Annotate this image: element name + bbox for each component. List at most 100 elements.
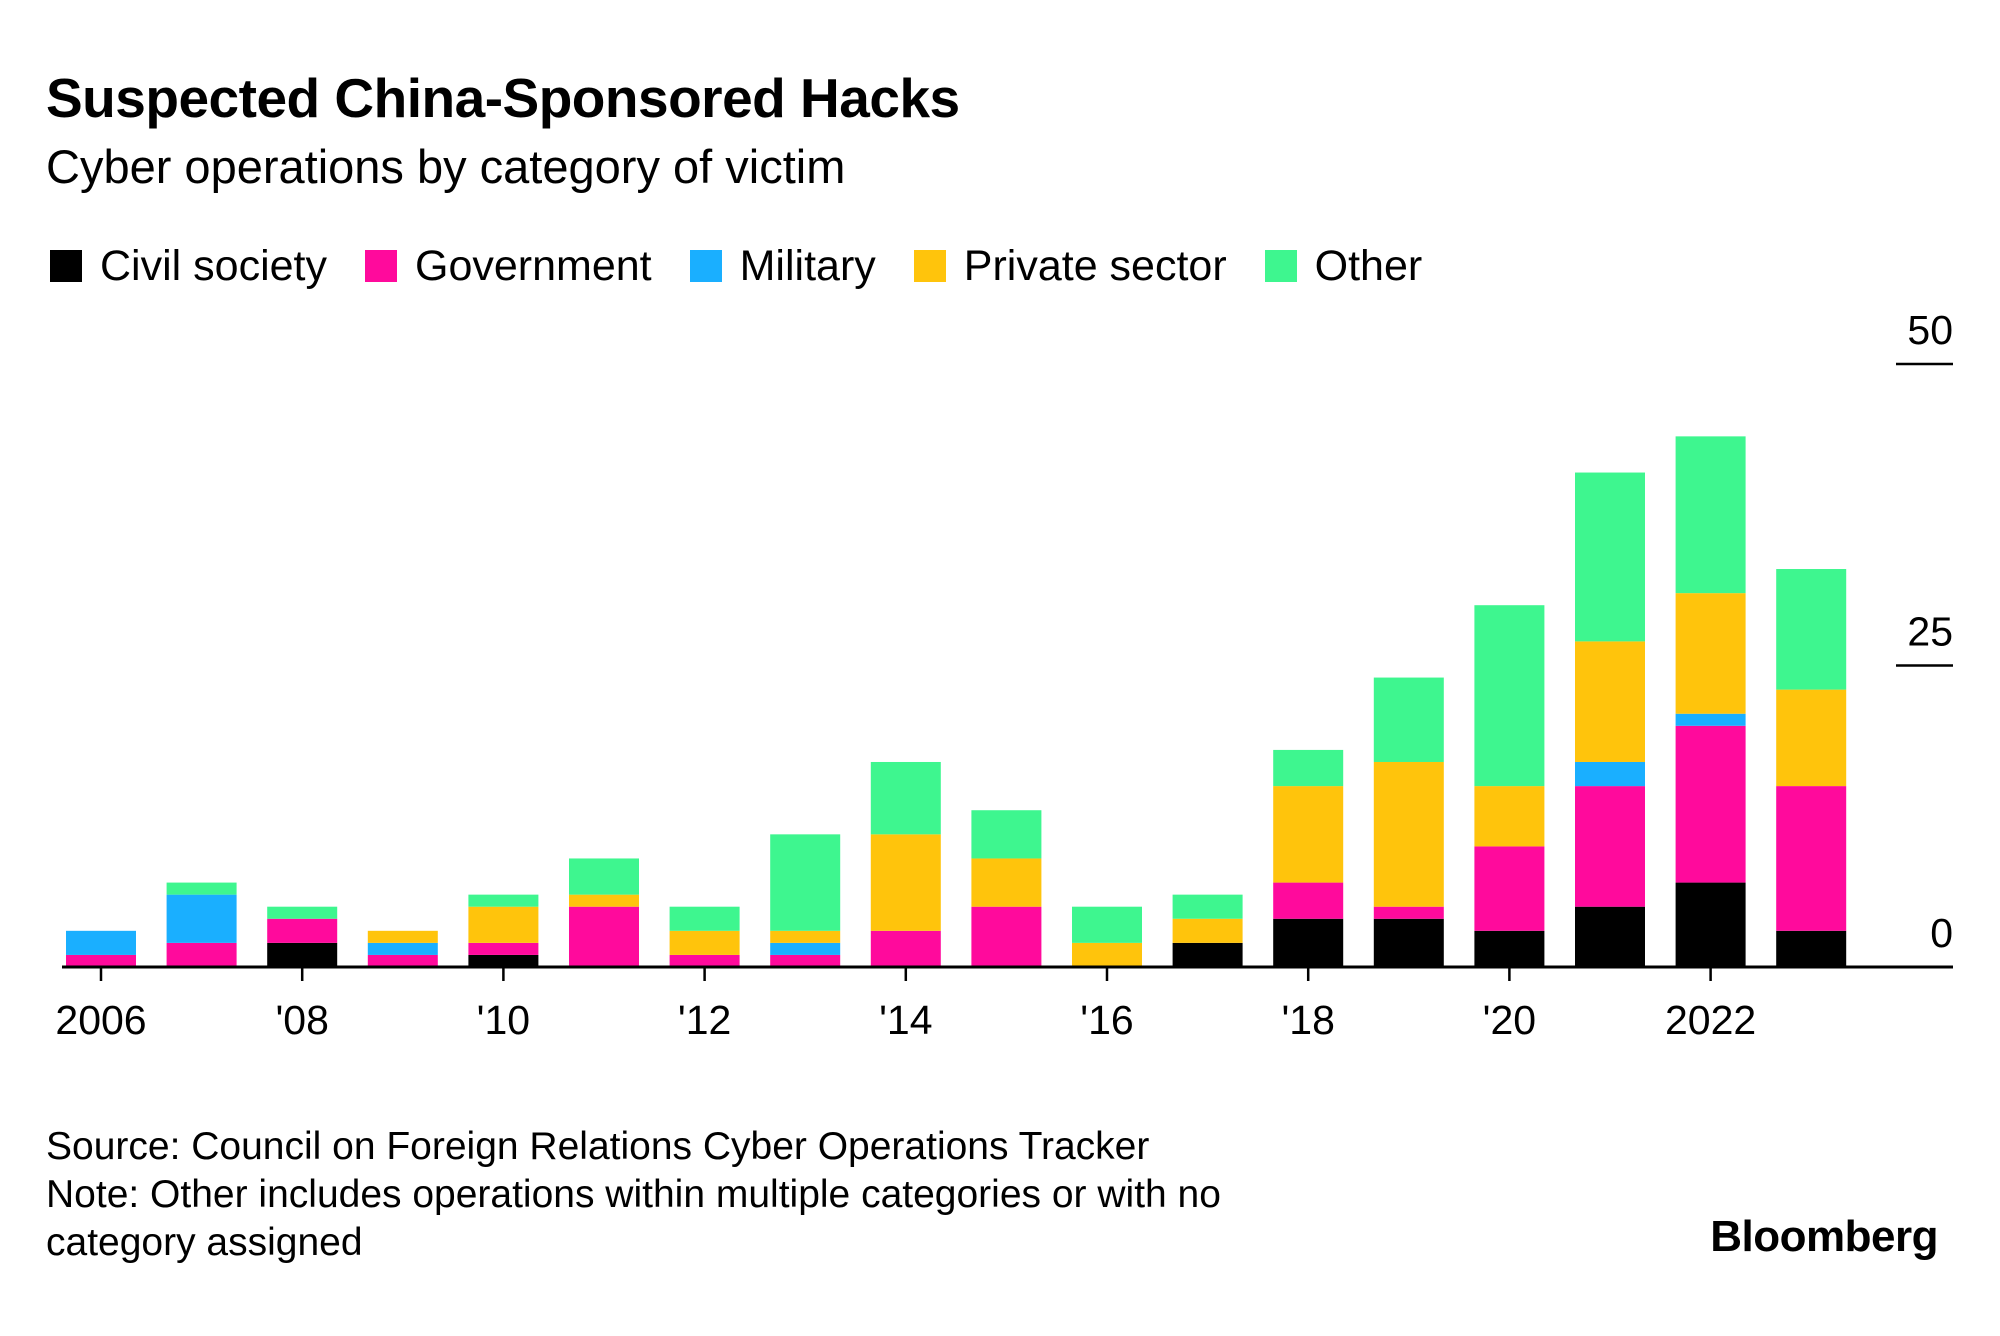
bar-2023-private-sector bbox=[1776, 689, 1847, 787]
x-tick-label-2014: '14 bbox=[879, 997, 932, 1043]
legend-item-military: Military bbox=[689, 241, 876, 291]
legend-swatch-other bbox=[1264, 250, 1297, 282]
bar-2011-other bbox=[569, 858, 639, 895]
legend-label-government: Government bbox=[415, 241, 652, 290]
bar-2014-private-sector bbox=[870, 834, 941, 931]
bar-2006-government bbox=[66, 954, 136, 967]
bar-2007-military bbox=[166, 894, 237, 943]
stacked-bar-chart: 0 25 50 2006 '08 '10 '12 '14 '16 '18 '20 2022 bbox=[55, 307, 1953, 1043]
bar-2017-other bbox=[1172, 894, 1243, 919]
legend-item-civil-society: Civil society bbox=[50, 242, 327, 291]
bar-2020-private-sector bbox=[1474, 786, 1545, 847]
legend-label-other: Other bbox=[1314, 241, 1423, 290]
bar-2020-government bbox=[1474, 846, 1545, 931]
bar-2016-other bbox=[1072, 906, 1142, 943]
bar-2008-civil-society bbox=[267, 942, 338, 967]
bar-2022-private-sector bbox=[1675, 593, 1746, 714]
legend-swatch-military bbox=[689, 250, 722, 282]
bar-2023-civil-society bbox=[1776, 930, 1847, 967]
bar-2014-other bbox=[870, 761, 941, 835]
x-tick-label-2008: '08 bbox=[275, 997, 328, 1043]
bloomberg-logo: Bloomberg bbox=[1710, 1212, 1938, 1261]
chart-title: Suspected China-Sponsored Hacks bbox=[46, 67, 960, 129]
bar-2013-private-sector bbox=[770, 930, 841, 943]
bar-2011-private-sector bbox=[569, 894, 639, 907]
bar-2023-government bbox=[1776, 786, 1847, 931]
source-note: Source: Council on Foreign Relations Cyb… bbox=[46, 1125, 1150, 1168]
x-tick-label-2016: '16 bbox=[1080, 997, 1133, 1043]
legend-swatch-civil-society bbox=[50, 250, 82, 282]
bar-2021-civil-society bbox=[1575, 906, 1645, 967]
x-tick-label-2012: '12 bbox=[678, 997, 731, 1043]
bars-group bbox=[66, 436, 1847, 967]
x-tick-label-2006: 2006 bbox=[55, 997, 146, 1043]
bar-2012-private-sector bbox=[669, 930, 740, 955]
bar-2022-military bbox=[1675, 713, 1746, 726]
legend-label-private-sector: Private sector bbox=[963, 241, 1227, 290]
bar-2009-government bbox=[367, 954, 438, 967]
bar-2021-government bbox=[1575, 786, 1645, 907]
chart-subtitle: Cyber operations by category of victim bbox=[46, 140, 846, 193]
bar-2007-other bbox=[166, 882, 237, 895]
legend-swatch-private-sector bbox=[913, 250, 946, 282]
bar-2020-other bbox=[1474, 605, 1545, 787]
chart-footer: Source: Council on Foreign Relations Cyb… bbox=[46, 1123, 1221, 1267]
bar-2013-government bbox=[770, 954, 841, 967]
bar-2007-government bbox=[166, 942, 237, 967]
x-axis: 2006 '08 '10 '12 '14 '16 '18 '20 2022 bbox=[55, 965, 1953, 1043]
legend-item-private-sector: Private sector bbox=[913, 241, 1227, 291]
bar-2013-military bbox=[770, 942, 841, 955]
bar-2010-civil-society bbox=[468, 954, 539, 967]
bar-2019-private-sector bbox=[1373, 761, 1444, 907]
footnote-line-1: Note: Other includes operations within m… bbox=[46, 1173, 1221, 1216]
y-tick-label-25: 25 bbox=[1907, 609, 1953, 655]
x-tick-label-2018: '18 bbox=[1281, 997, 1334, 1043]
bar-2019-civil-society bbox=[1373, 918, 1444, 967]
bar-2015-private-sector bbox=[971, 858, 1042, 907]
bar-2006-military bbox=[66, 930, 136, 955]
bar-2015-other bbox=[971, 810, 1042, 859]
legend-item-other: Other bbox=[1264, 241, 1423, 291]
bar-2015-government bbox=[971, 906, 1042, 967]
legend-item-government: Government bbox=[365, 242, 652, 291]
bar-2018-other bbox=[1273, 749, 1344, 787]
y-axis: 0 25 50 bbox=[1896, 307, 1953, 956]
bar-2012-government bbox=[669, 954, 740, 967]
bar-2014-government bbox=[870, 930, 941, 967]
bar-2009-military bbox=[367, 942, 438, 955]
bar-2011-government bbox=[569, 906, 639, 967]
bar-2018-government bbox=[1273, 882, 1344, 919]
bar-2022-civil-society bbox=[1675, 882, 1746, 967]
bar-2021-private-sector bbox=[1575, 641, 1645, 762]
bar-2012-other bbox=[669, 906, 740, 931]
x-tick-label-2020: '20 bbox=[1483, 997, 1536, 1043]
bar-2018-civil-society bbox=[1273, 918, 1344, 967]
bar-2018-private-sector bbox=[1273, 786, 1344, 883]
legend-label-military: Military bbox=[739, 241, 876, 290]
bar-2010-private-sector bbox=[468, 906, 539, 943]
bar-2016-private-sector bbox=[1072, 942, 1142, 967]
bar-2017-private-sector bbox=[1172, 918, 1243, 943]
bar-2010-government bbox=[468, 942, 539, 955]
bar-2017-civil-society bbox=[1172, 942, 1243, 967]
legend-swatch-government bbox=[365, 250, 397, 282]
legend-label-civil-society: Civil society bbox=[100, 241, 327, 290]
y-tick-label-0: 0 bbox=[1930, 910, 1953, 956]
bar-2013-other bbox=[770, 834, 841, 931]
bar-2022-other bbox=[1675, 436, 1746, 594]
bar-2008-government bbox=[267, 918, 338, 943]
bar-2021-other bbox=[1575, 472, 1645, 642]
bar-2009-private-sector bbox=[367, 930, 438, 943]
bar-2021-military bbox=[1575, 761, 1645, 787]
bar-2008-other bbox=[267, 906, 338, 919]
bar-2020-civil-society bbox=[1474, 930, 1545, 967]
legend: Civil society Government Military Privat… bbox=[50, 236, 1460, 296]
bar-2010-other bbox=[468, 894, 539, 907]
bar-2023-other bbox=[1776, 569, 1847, 690]
y-tick-label-50: 50 bbox=[1907, 307, 1953, 353]
bar-2022-government bbox=[1675, 725, 1746, 883]
bar-2019-other bbox=[1373, 677, 1444, 762]
bar-2019-government bbox=[1373, 906, 1444, 919]
footnote-line-2: category assigned bbox=[46, 1221, 363, 1264]
x-tick-label-2022: 2022 bbox=[1665, 997, 1756, 1043]
